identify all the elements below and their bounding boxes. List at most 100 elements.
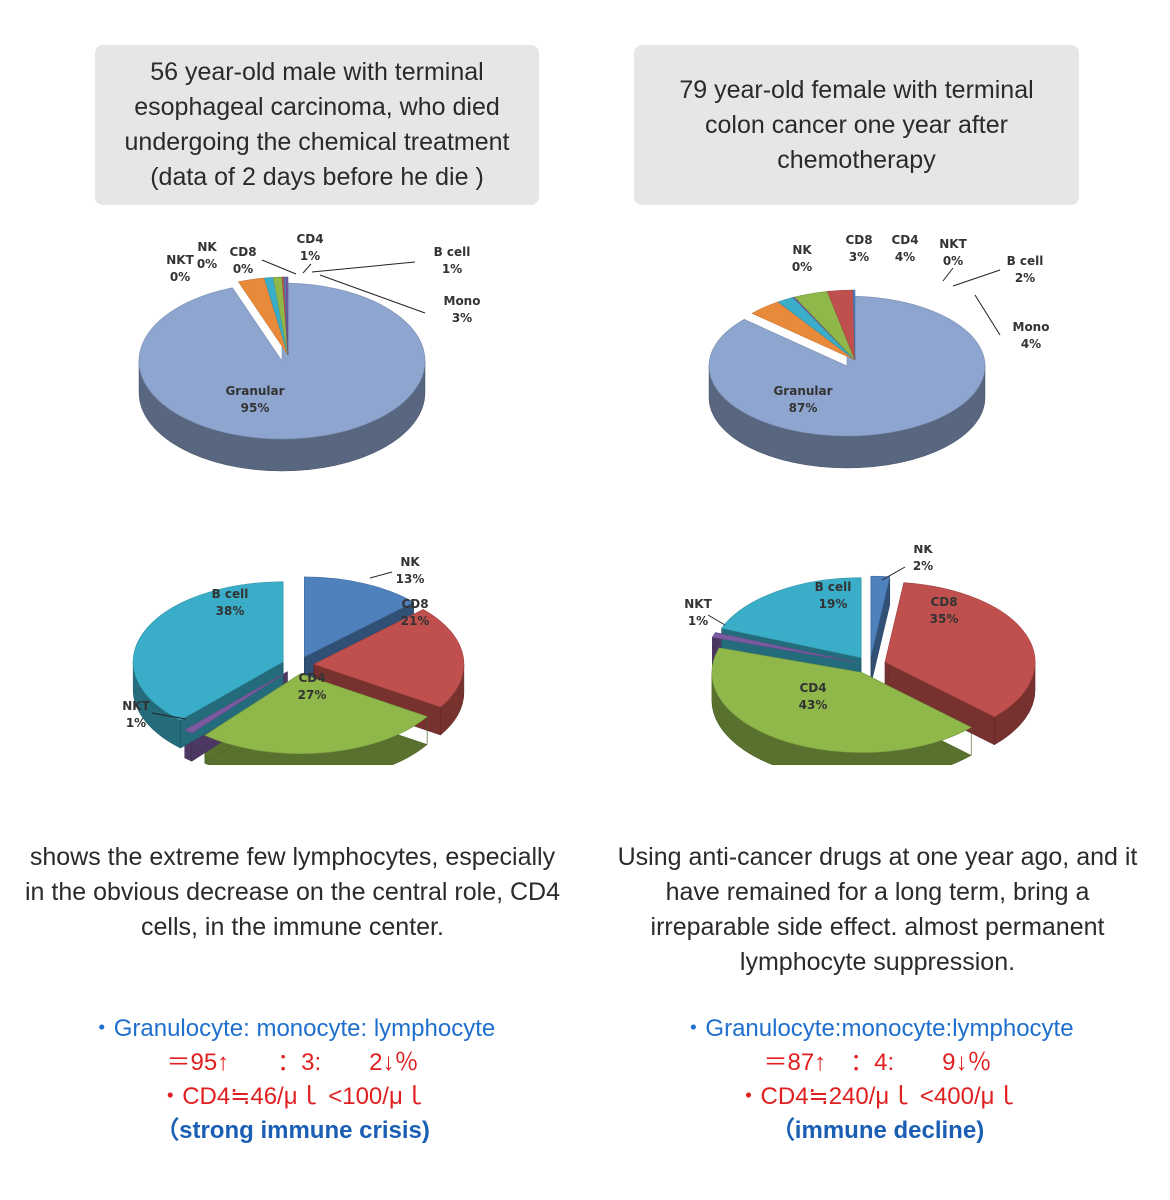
right-panel: 79 year-old female with terminal colon c… [585,0,1170,1200]
label-nkt: NKT [684,597,712,611]
patient-1-description: shows the extreme few lymphocytes, espec… [24,843,561,941]
patient-2-cd4-count: ・CD4≒240/μｌ <400/μｌ [736,1083,1019,1110]
value-label-nk: 2% [913,559,933,573]
patient-1-ratio-label: ・Granulocyte: monocyte: lymphocyte [89,1015,496,1042]
patient-2-description: Using anti-cancer drugs at one year ago,… [617,843,1138,976]
patient-1-title-text: 56 year-old male with terminal esophagea… [124,58,510,191]
label-cd8: CD8 [401,597,428,611]
label-nk: NK [913,545,933,556]
value-label-cd4: 27% [298,688,327,702]
label-cd4: CD4 [891,233,918,247]
leader-line-nkt [707,614,726,626]
leader-line-mono [974,294,1001,336]
value-label-nk: 0% [197,257,217,271]
label-nkt: NKT [166,253,194,267]
chart-patient-1-lymphocytes: NK 13% CD8 21% CD4 27% NKT 1% B cell 38% [122,555,465,765]
label-cd8: CD8 [845,233,872,247]
patient-2-ratio-label: ・Granulocyte:monocyte:lymphocyte [681,1015,1074,1042]
label-b-cell: B cell [815,580,852,594]
chart-tops [708,289,986,437]
label-cd4: CD4 [799,681,826,695]
value-label-cd4: 1% [300,249,320,263]
patient-2-title: 79 year-old female with terminal colon c… [634,45,1079,205]
label-b-cell: B cell [1007,254,1044,268]
chart-labels: NK 2% CD8 35% CD4 43% NKT 1% B cell 19% [684,545,958,712]
value-label-nk: 0% [792,260,812,274]
value-label-cd8: 21% [401,614,430,628]
value-label-nkt: 0% [170,270,190,284]
slice-cd4 [204,673,428,754]
patient-1-cd4-count: ・CD4≒46/μｌ <100/μｌ [158,1083,427,1110]
label-granular: Granular [773,384,832,398]
chart-tops [138,276,426,440]
leader-line-nkt [151,712,187,720]
chart-patient-2-leukocytes: Granular 87% Mono 4% B cell 2% NKT 0% CD4 4% CD8 3%… [708,233,1049,469]
patient-2-ratio-values: ＝87↑ ：4: 9↓％ [763,1049,992,1076]
leader-line-nkt [942,267,954,282]
slice-cd8 [313,609,465,708]
patient-2-verdict: （immune decline) [770,1117,985,1144]
label-nk: NK [400,555,420,569]
value-label-nkt: 1% [126,716,146,730]
leader-line-nk [881,566,906,581]
value-label-b-cell: 19% [819,597,848,611]
slice-nkt [184,671,288,734]
value-label-nkt: 1% [688,614,708,628]
slice-b-cell [721,577,862,659]
value-label-b-cell: 2% [1015,271,1035,285]
value-label-granular: 95% [241,401,270,415]
label-b-cell: B cell [212,587,249,601]
slice-nk [852,289,856,361]
leader-line-mono [319,274,426,314]
leader-line-cd4 [302,263,312,274]
value-label-b-cell: 1% [442,262,462,276]
patient-1-ratio-block: ・Granulocyte: monocyte: lymphocyte ＝95↑ … [0,1012,585,1148]
slice-cd8 [884,582,1036,718]
label-mono: Mono [444,294,481,308]
label-b-cell: B cell [434,245,471,259]
patient-2-title-text: 79 year-old female with terminal colon c… [679,75,1034,174]
value-label-cd8: 0% [233,262,253,276]
slice-nk [304,576,415,658]
leader-line-cd8 [261,259,297,275]
value-label-cd4: 4% [895,250,915,264]
value-label-cd8: 35% [930,612,959,626]
chart-labels: Granular 87% Mono 4% B cell 2% NKT 0% CD4 4% CD8 3%… [773,233,1049,415]
label-cd8: CD8 [930,595,957,609]
slice-nk [870,575,891,657]
patient-2-ratio-block: ・Granulocyte:monocyte:lymphocyte ＝87↑ ：4… [585,1012,1170,1148]
leader-line-b-cell [311,261,416,273]
value-label-cd4: 43% [799,698,828,712]
label-nkt: NKT [939,237,967,251]
label-granular: Granular [225,384,284,398]
label-nk: NK [792,243,812,257]
chart-tops [132,576,465,754]
value-label-mono: 4% [1021,337,1041,351]
slice-granular [708,295,986,437]
label-mono: Mono [1013,320,1050,334]
chart-patient-2-lymphocytes: NK 2% CD8 35% CD4 43% NKT 1% B cell 19% [684,545,1036,765]
value-label-nkt: 0% [943,254,963,268]
chart-tops [711,575,1036,753]
label-cd4: CD4 [296,232,323,246]
chart-labels: NK 13% CD8 21% CD4 27% NKT 1% B cell 38% [122,555,429,730]
patient-1-ratio-values: ＝95↑ ：3: 2↓％ [166,1049,419,1076]
leader-line-nk [369,571,393,579]
left-panel: 56 year-old male with terminal esophagea… [0,45,585,1148]
label-cd8: CD8 [229,245,256,259]
value-label-cd8: 3% [849,250,869,264]
slice-cd4 [711,647,972,753]
slice-granular [138,282,426,440]
label-nk: NK [197,240,217,254]
label-nkt: NKT [122,699,150,713]
value-label-mono: 3% [452,311,472,325]
leader-line-b-cell [952,269,1001,287]
slice-nkt [285,276,289,356]
label-cd4: CD4 [298,671,325,685]
value-label-nk: 13% [396,572,425,586]
slice-nkt [711,632,856,663]
patient-1-verdict: （strong immune crisis) [155,1117,430,1144]
value-label-granular: 87% [789,401,818,415]
